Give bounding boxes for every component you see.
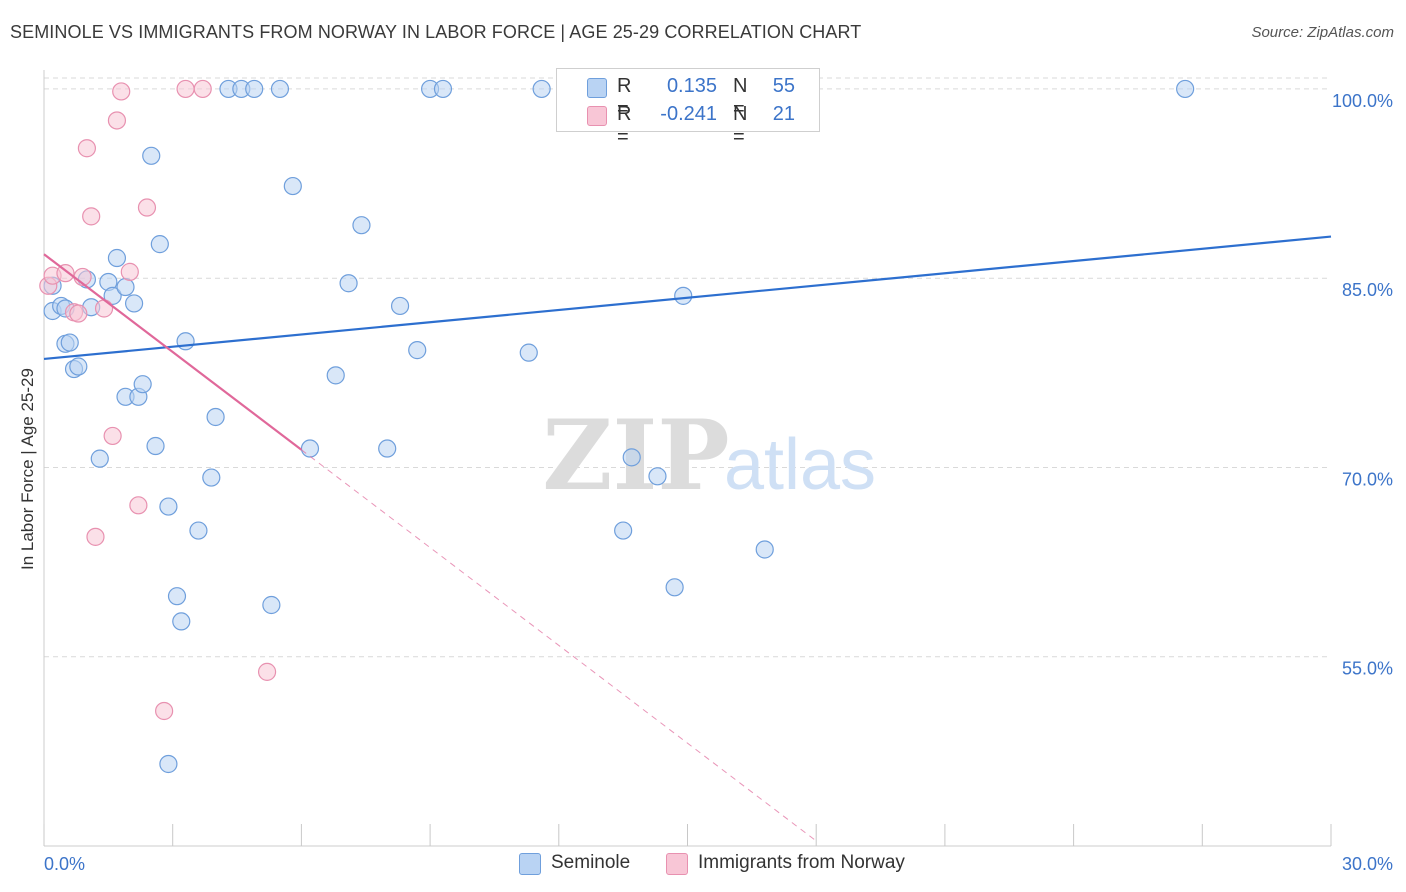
norway-point [176, 79, 195, 99]
seminole-point [532, 79, 551, 99]
seminole-point [352, 216, 371, 235]
legend-swatch-seminole [519, 853, 541, 875]
norway-point [120, 262, 139, 281]
seminole-point [159, 497, 178, 516]
seminole-point [648, 467, 667, 486]
seminole-point [116, 277, 135, 297]
seminole-point [103, 286, 122, 305]
legend-n-value: 55 [772, 75, 795, 97]
norway-point [69, 304, 88, 323]
seminole-point [107, 248, 127, 268]
seminole-point [339, 274, 358, 293]
seminole-point [390, 296, 410, 316]
legend-r-value: 0.135 [666, 75, 717, 97]
x-tick-label: 0.0% [44, 854, 85, 874]
seminole-point [206, 407, 225, 427]
legend-label-norway: Immigrants from Norway [698, 852, 905, 873]
seminole-point [159, 754, 178, 774]
seminole-point [167, 587, 187, 606]
seminole-point [326, 366, 345, 385]
seminole-point [245, 79, 264, 99]
watermark-atlas: atlas [724, 425, 876, 505]
norway-point [56, 264, 75, 283]
norway-point [107, 111, 127, 130]
seminole-point [60, 333, 79, 352]
seminole-point [755, 540, 774, 559]
norway-point [193, 79, 212, 99]
chart-title: SEMINOLE VS IMMIGRANTS FROM NORWAY IN LA… [10, 22, 862, 42]
norway-trend-line [43, 253, 303, 451]
y-axis-label: In Labor Force | Age 25-29 [18, 368, 37, 570]
seminole-point [300, 439, 320, 458]
legend-n-label: N = [733, 75, 748, 120]
norway-point [137, 198, 157, 217]
seminole-point [519, 343, 538, 362]
seminole-point [69, 357, 88, 376]
y-tick-label: 70.0% [1342, 469, 1393, 489]
norway-point [155, 701, 174, 721]
seminole-point [133, 375, 152, 394]
norway-point [77, 139, 97, 158]
source-label: Source: ZipAtlas.com [1251, 24, 1394, 41]
legend-swatch-blue [587, 78, 607, 98]
norway-point [103, 426, 122, 446]
seminole-point [202, 468, 221, 487]
seminole-point [614, 521, 633, 540]
correlation-legend: R = 0.135 N = 55 R = -0.241 N = 21 [556, 68, 820, 148]
legend-label-seminole: Seminole [551, 852, 631, 873]
seminole-point [90, 449, 109, 468]
seminole-point [665, 578, 684, 597]
norway-trend-extension [301, 449, 817, 842]
seminole-point [283, 176, 302, 196]
seminole-point [674, 286, 693, 305]
legend-r-label: R = [617, 103, 632, 148]
seminole-point [146, 436, 165, 456]
seminole-point [142, 146, 161, 165]
norway-point [82, 207, 101, 226]
y-tick-label: 100.0% [1332, 91, 1393, 111]
x-tick-label: 30.0% [1342, 854, 1393, 874]
norway-point [257, 662, 277, 681]
seminole-point [408, 341, 427, 360]
seminole-point [622, 448, 641, 467]
legend-n-label: N = [733, 103, 748, 148]
legend-r-value: -0.241 [660, 103, 717, 125]
seminole-point [1176, 79, 1195, 99]
seminole-point [433, 79, 453, 99]
seminole-point [172, 612, 191, 631]
seminole-trend-line [43, 235, 1332, 361]
seminole-point [378, 439, 397, 458]
norway-point [112, 82, 131, 101]
seminole-point [124, 294, 144, 313]
seminole-point [270, 79, 290, 99]
seminole-point [176, 332, 195, 351]
legend-n-value: 21 [772, 103, 795, 125]
legend-swatch-pink [587, 106, 607, 126]
seminole-point [262, 595, 281, 615]
legend-swatch-norway [666, 853, 688, 875]
seminole-point [189, 521, 208, 540]
norway-point [94, 299, 114, 318]
y-tick-label: 55.0% [1342, 659, 1393, 679]
norway-point [86, 527, 105, 546]
y-tick-label: 85.0% [1342, 280, 1393, 300]
norway-point [129, 496, 148, 515]
series-legend: Seminole Immigrants from Norway [0, 851, 1406, 879]
legend-r-label: R = [617, 75, 632, 120]
seminole-point [150, 235, 169, 254]
